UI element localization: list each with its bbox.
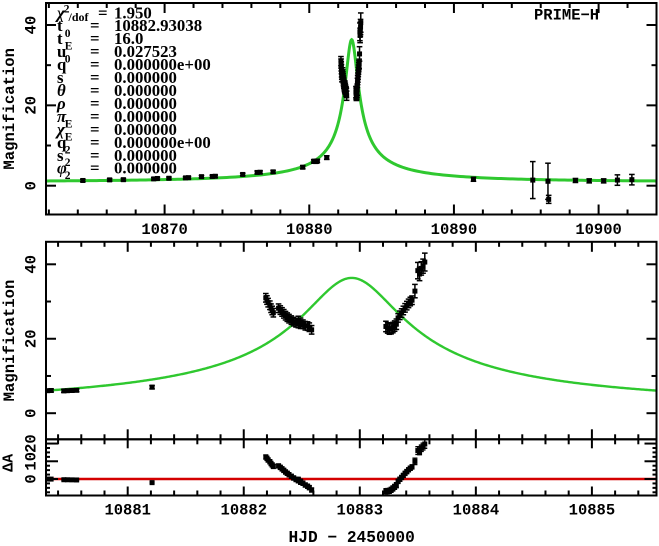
- svg-text:0.000000e+00: 0.000000e+00: [114, 133, 211, 152]
- svg-text:10882.93038: 10882.93038: [114, 16, 202, 35]
- svg-text:t: t: [57, 16, 63, 35]
- svg-text:=: =: [90, 55, 100, 74]
- svg-text:40: 40: [23, 16, 41, 35]
- svg-text:10880: 10880: [286, 221, 333, 239]
- svg-text:E: E: [65, 131, 73, 143]
- svg-text:=: =: [98, 3, 108, 22]
- svg-text:Magnification: Magnification: [1, 48, 19, 170]
- svg-text:16.0: 16.0: [114, 29, 143, 48]
- svg-text:=: =: [90, 16, 100, 35]
- svg-text:10885: 10885: [569, 502, 616, 520]
- svg-text:0: 0: [23, 474, 41, 483]
- svg-text:=: =: [90, 133, 100, 152]
- svg-text:=: =: [90, 159, 100, 178]
- svg-text:θ: θ: [57, 81, 66, 100]
- svg-text:φ: φ: [57, 159, 67, 178]
- svg-text:40: 40: [23, 255, 41, 274]
- svg-text:/dof: /dof: [68, 10, 90, 24]
- svg-text:χ: χ: [55, 3, 66, 22]
- svg-text:0.000000: 0.000000: [114, 120, 177, 139]
- svg-text:Magnification: Magnification: [1, 280, 19, 402]
- svg-text:E: E: [65, 41, 73, 53]
- svg-text:t: t: [57, 29, 63, 48]
- svg-text:=: =: [90, 107, 100, 126]
- svg-text:0: 0: [23, 409, 41, 418]
- svg-text:2: 2: [65, 144, 71, 156]
- svg-text:0: 0: [65, 54, 71, 66]
- svg-text:10884: 10884: [453, 502, 500, 520]
- svg-text:2: 2: [64, 3, 70, 15]
- svg-text:=: =: [90, 146, 100, 165]
- svg-text:=: =: [90, 29, 100, 48]
- svg-text:s: s: [57, 146, 64, 165]
- svg-text:0.000000: 0.000000: [114, 81, 177, 100]
- svg-text:ΔA: ΔA: [1, 454, 18, 472]
- svg-text:=: =: [90, 94, 100, 113]
- svg-text:=: =: [90, 120, 100, 139]
- svg-text:PRIME−H: PRIME−H: [534, 7, 599, 25]
- svg-text:20: 20: [23, 96, 41, 115]
- svg-text:=: =: [90, 81, 100, 100]
- svg-text:20: 20: [23, 434, 41, 453]
- svg-text:10900: 10900: [575, 221, 622, 239]
- svg-text:2: 2: [65, 157, 71, 169]
- svg-text:10881: 10881: [104, 502, 151, 520]
- svg-text:u: u: [57, 42, 66, 61]
- svg-text:0.000000: 0.000000: [114, 94, 177, 113]
- svg-text:0: 0: [23, 181, 41, 190]
- svg-text:HJD − 2450000: HJD − 2450000: [289, 529, 415, 546]
- svg-text:=: =: [90, 42, 100, 61]
- svg-text:0.000000e+00: 0.000000e+00: [114, 55, 211, 74]
- svg-text:10883: 10883: [337, 502, 384, 520]
- svg-text:χ: χ: [55, 120, 66, 139]
- svg-text:π: π: [57, 107, 67, 126]
- svg-text:ρ: ρ: [56, 94, 66, 113]
- svg-text:0.000000: 0.000000: [114, 146, 177, 165]
- svg-text:1.950: 1.950: [114, 3, 152, 22]
- svg-text:0.000000: 0.000000: [114, 159, 177, 178]
- svg-text:0.027523: 0.027523: [114, 42, 177, 61]
- svg-text:2: 2: [65, 170, 71, 182]
- svg-text:20: 20: [23, 329, 41, 348]
- svg-text:q: q: [57, 133, 67, 152]
- svg-text:s: s: [57, 68, 64, 87]
- svg-text:10870: 10870: [141, 221, 188, 239]
- svg-text:10882: 10882: [221, 502, 268, 520]
- svg-text:0.000000: 0.000000: [114, 68, 177, 87]
- svg-text:10890: 10890: [431, 221, 478, 239]
- svg-text:=: =: [90, 68, 100, 87]
- svg-text:0.000000: 0.000000: [114, 107, 177, 126]
- svg-text:q: q: [57, 55, 67, 74]
- svg-text:0: 0: [65, 28, 71, 40]
- svg-text:E: E: [65, 118, 73, 130]
- svg-text:10: 10: [23, 452, 41, 471]
